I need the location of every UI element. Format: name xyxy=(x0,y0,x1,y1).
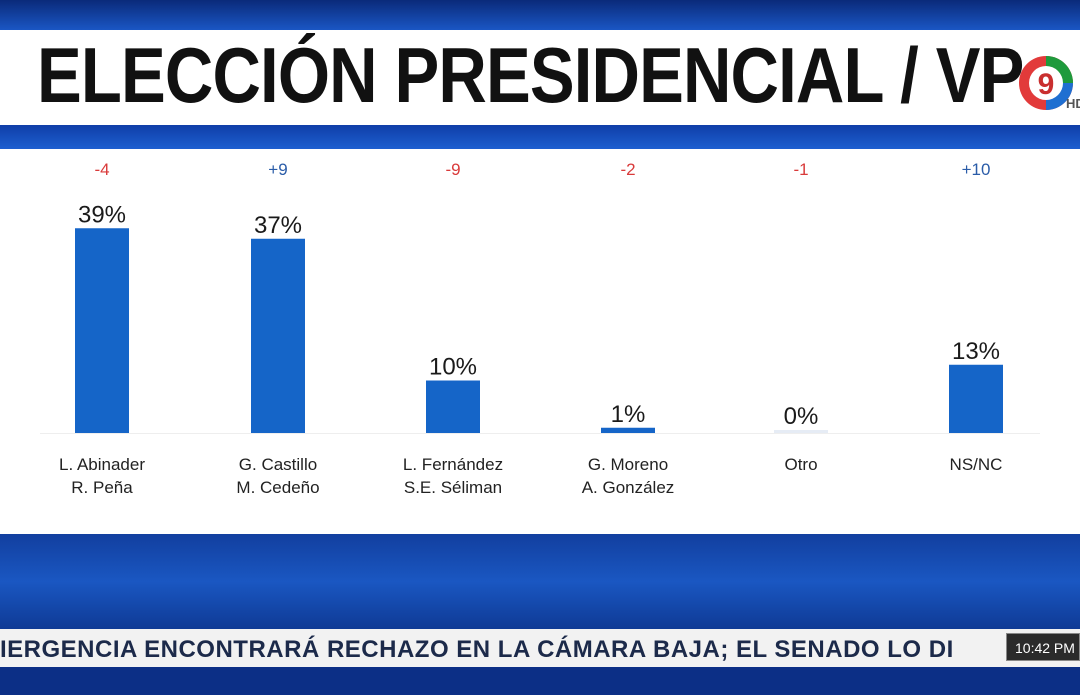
bottom-blue-strip xyxy=(0,667,1080,695)
category-label-1-0: G. Castillo xyxy=(239,455,317,474)
change-label-0: -4 xyxy=(94,160,109,179)
value-label-3: 1% xyxy=(611,401,646,428)
logo-hd-label: HD xyxy=(1066,96,1080,111)
value-label-4: 0% xyxy=(784,403,819,430)
category-label-0-1: R. Peña xyxy=(71,478,133,497)
svg-text:9: 9 xyxy=(1038,68,1055,101)
category-label-3-1: A. González xyxy=(582,478,675,497)
value-label-1: 37% xyxy=(254,212,302,239)
blue-separator xyxy=(0,125,1080,149)
title-bar xyxy=(0,30,1080,125)
bar-4 xyxy=(774,430,828,433)
category-label-3-0: G. Moreno xyxy=(588,455,668,474)
change-label-1: +9 xyxy=(268,160,287,179)
change-label-5: +10 xyxy=(962,160,991,179)
category-label-2-1: S.E. Séliman xyxy=(404,478,502,497)
bar-chart: 39% -4 L. Abinader R. Peña 37% +9 G. Castillo M… xyxy=(40,160,1040,497)
category-label-0-0: L. Abinader xyxy=(59,455,145,474)
bar-3 xyxy=(601,427,655,433)
change-label-4: -1 xyxy=(793,160,808,179)
lower-blue-band xyxy=(0,534,1080,629)
value-label-5: 13% xyxy=(952,338,1000,365)
category-label-4-0: Otro xyxy=(784,455,817,474)
top-blue-strip xyxy=(0,0,1080,30)
ticker-text: IERGENCIA ENCONTRARÁ RECHAZO EN LA CÁMAR… xyxy=(0,636,954,663)
bar-2 xyxy=(426,380,480,433)
category-label-1-1: M. Cedeño xyxy=(236,478,319,497)
change-label-2: -9 xyxy=(445,160,460,179)
news-ticker: IERGENCIA ENCONTRARÁ RECHAZO EN LA CÁMAR… xyxy=(0,629,1080,667)
change-label-3: -2 xyxy=(620,160,635,179)
chart-panel: 39% -4 L. Abinader R. Peña 37% +9 G. Castillo M… xyxy=(0,149,1080,534)
ticker-time: 10:42 PM xyxy=(1006,633,1080,661)
category-label-5-0: NS/NC xyxy=(950,455,1003,474)
chart-title: ELECCIÓN PRESIDENCIAL / VP xyxy=(37,31,1024,119)
bar-5 xyxy=(949,364,1003,433)
value-label-2: 10% xyxy=(429,354,477,381)
value-label-0: 39% xyxy=(78,201,126,228)
category-label-2-0: L. Fernández xyxy=(403,455,503,474)
bar-1 xyxy=(251,238,305,433)
bar-0 xyxy=(75,228,129,433)
channel-logo-icon: 9 xyxy=(1019,56,1073,110)
